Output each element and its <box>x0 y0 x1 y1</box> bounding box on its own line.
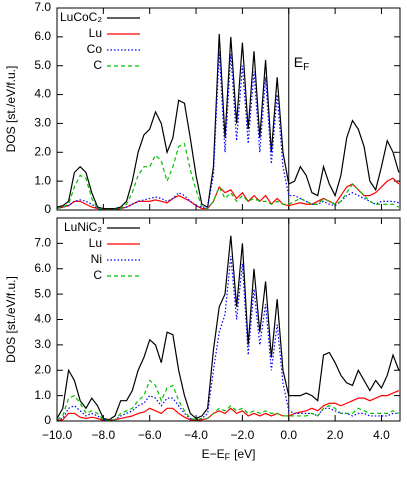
legend-label: C <box>93 268 102 282</box>
y-tick-label: 7.0 <box>34 236 51 250</box>
y-axis-label: DOS [st./eV/f.u.] <box>4 276 18 363</box>
x-tick-label: 0.0 <box>280 428 297 442</box>
y-tick-label: 5.0 <box>34 286 51 300</box>
y-tick-label: 6.0 <box>34 29 51 43</box>
y-tick-label: 4.0 <box>34 312 51 326</box>
legend-label: C <box>93 58 102 72</box>
x-tick-label: −8.0 <box>91 428 115 442</box>
x-tick-label: 2.0 <box>327 428 344 442</box>
fermi-label: EF <box>294 54 309 73</box>
legend-label: LuNiC₂ <box>64 220 102 234</box>
x-axis-label: E−EF [eV] <box>202 447 256 462</box>
y-tick-label: 3.0 <box>34 116 51 130</box>
y-tick-label: 4.0 <box>34 87 51 101</box>
y-tick-label: 1.0 <box>34 173 51 187</box>
legend-label: Co <box>87 42 103 56</box>
y-tick-label: 5.0 <box>34 58 51 72</box>
y-tick-label: 7.0 <box>34 0 51 14</box>
dos-line <box>57 235 400 421</box>
plot-frame <box>56 7 401 211</box>
x-tick-label: 4.0 <box>373 428 390 442</box>
dos-line <box>57 177 400 210</box>
fermi-label-main: E <box>294 54 303 70</box>
dos-line <box>57 51 399 210</box>
legend-label: LuCoC₂ <box>60 10 102 24</box>
dos-line <box>57 33 400 210</box>
y-tick-label: 6.0 <box>34 261 51 275</box>
x-tick-label: −4.0 <box>184 428 208 442</box>
y-tick-label: 2.0 <box>34 362 51 376</box>
x-tick-label: −10.0 <box>42 428 73 442</box>
legend-label: Lu <box>89 26 102 40</box>
x-axis-label-sub: F <box>225 452 231 462</box>
dos-line <box>57 142 400 210</box>
dos-line <box>57 379 400 421</box>
dos-line <box>57 256 399 421</box>
y-tick-label: 3.0 <box>34 337 51 351</box>
x-tick-label: −2.0 <box>231 428 255 442</box>
y-tick-label: 0 <box>44 413 51 427</box>
fermi-label-sub: F <box>303 62 309 73</box>
legend-label: Ni <box>91 252 102 266</box>
dos-line <box>57 390 400 421</box>
y-tick-label: 0 <box>44 202 51 216</box>
legend-label: Lu <box>89 236 102 250</box>
y-tick-label: 2.0 <box>34 144 51 158</box>
x-tick-label: −6.0 <box>138 428 162 442</box>
y-axis-label: DOS [st./eV/f.u.] <box>4 66 18 153</box>
y-tick-label: 1.0 <box>34 388 51 402</box>
x-axis-label-main: E−E <box>202 447 225 461</box>
plot-frame <box>56 217 401 422</box>
x-axis-label-unit: [eV] <box>234 447 255 461</box>
